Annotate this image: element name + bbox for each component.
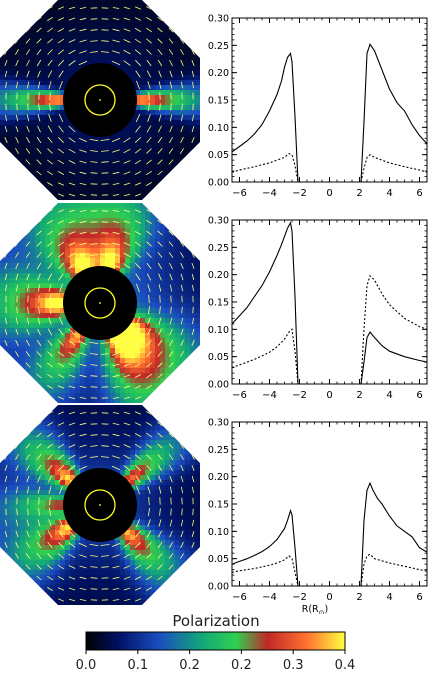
plot-frame	[232, 422, 427, 586]
plot-frame	[232, 18, 427, 182]
x-tick-label: 6	[416, 390, 422, 401]
colorbar-tick-label: 0.2	[231, 658, 252, 673]
y-tick-label: 0.15	[208, 298, 229, 309]
series-line-dotted	[232, 154, 298, 182]
x-tick-label: 0	[326, 188, 332, 199]
sun-center-dot	[99, 302, 101, 304]
profile-plot-2: 0.00 0.05 0.10 0.15 0.20 0.25 0.30 −6 −4 −2 0 2 4 6	[200, 202, 431, 404]
x-tick-label: 0	[326, 390, 332, 401]
y-tick-label: 0.05	[208, 352, 229, 363]
sun-center-dot	[99, 99, 101, 101]
x-tick-label: −2	[292, 592, 307, 603]
x-tick-label: −4	[262, 592, 277, 603]
series-line-dotted	[232, 329, 298, 384]
profile-plot-2-svg: 0.00 0.05 0.10 0.15 0.20 0.25 0.30 −6 −4 −2 0 2 4 6	[200, 202, 431, 404]
series-line-solid	[361, 332, 427, 384]
y-tick-label: 0.10	[208, 325, 229, 336]
y-tick-label: 0.00	[208, 380, 229, 391]
y-tick-label: 0.15	[208, 96, 229, 107]
polarization-map-3	[0, 405, 200, 605]
series-line-solid	[361, 483, 427, 586]
x-tick-label: 6	[416, 592, 422, 603]
y-tick-label: 0.05	[208, 554, 229, 565]
x-tick-label: −6	[232, 188, 247, 199]
x-tick-label: 2	[356, 592, 362, 603]
x-tick-label: 6	[416, 188, 422, 199]
y-tick-label: 0.30	[208, 418, 229, 429]
x-tick-label: 0	[326, 592, 332, 603]
polarization-map-3-canvas	[0, 405, 200, 605]
profile-plot-1-svg: 0.00 0.05 0.10 0.15 0.20 0.25 0.30 −6 −4 −2 0 2 4 6	[200, 0, 431, 202]
y-tick-label: 0.20	[208, 270, 229, 281]
y-tick-label: 0.10	[208, 123, 229, 134]
y-tick-label: 0.00	[208, 582, 229, 593]
colorbar-tick-label: 0.2	[179, 658, 200, 673]
x-tick-label: −2	[292, 188, 307, 199]
series-line-dotted	[361, 276, 427, 384]
colorbar-ticks: 0.0 0.1 0.2 0.2 0.3 0.4	[76, 650, 356, 673]
series-line-solid	[232, 223, 298, 384]
y-tick-label: 0.05	[208, 150, 229, 161]
y-tick-label: 0.25	[208, 41, 229, 52]
polarization-map-2	[0, 203, 200, 403]
polarization-map-1	[0, 0, 200, 200]
x-tick-label: −4	[262, 390, 277, 401]
x-tick-label: −2	[292, 390, 307, 401]
profile-plot-1: 0.00 0.05 0.10 0.15 0.20 0.25 0.30 −6 −4 −2 0 2 4 6	[200, 0, 431, 202]
x-tick-label: 4	[386, 390, 392, 401]
x-tick-label: −4	[262, 188, 277, 199]
polarization-map-2-canvas	[0, 203, 200, 403]
colorbar-tick-label: 0.3	[283, 658, 304, 673]
y-tick-label: 0.30	[208, 216, 229, 227]
y-tick-label: 0.20	[208, 68, 229, 79]
y-tick-label: 0.30	[208, 14, 229, 25]
series-line-dotted	[361, 155, 427, 182]
y-tick-label: 0.10	[208, 527, 229, 538]
y-tick-label: 0.00	[208, 178, 229, 189]
x-tick-label: 4	[386, 592, 392, 603]
x-tick-label: −6	[232, 592, 247, 603]
colorbar: Polarization 0.0 0.1 0.2 0.2 0.3 0.4	[0, 608, 431, 674]
series-line-dotted	[361, 554, 427, 586]
polarization-map-1-canvas	[0, 0, 200, 200]
y-tick-label: 0.25	[208, 243, 229, 254]
colorbar-tick-label: 0.0	[76, 658, 97, 673]
x-tick-label: 2	[356, 390, 362, 401]
series-line-solid	[232, 54, 298, 183]
series-line-solid	[361, 44, 427, 182]
x-tick-label: 2	[356, 188, 362, 199]
y-tick-label: 0.20	[208, 472, 229, 483]
y-tick-label: 0.25	[208, 445, 229, 456]
colorbar-tick-label: 0.1	[127, 658, 148, 673]
y-tick-label: 0.15	[208, 500, 229, 511]
colorbar-gradient	[86, 632, 345, 650]
colorbar-svg: Polarization 0.0 0.1 0.2 0.2 0.3 0.4	[0, 608, 431, 674]
colorbar-tick-label: 0.4	[335, 658, 356, 673]
x-tick-label: −6	[232, 390, 247, 401]
plot-frame	[232, 220, 427, 384]
x-tick-label: 4	[386, 188, 392, 199]
colorbar-title: Polarization	[172, 612, 259, 630]
sun-center-dot	[99, 504, 101, 506]
series-line-solid	[232, 511, 298, 586]
